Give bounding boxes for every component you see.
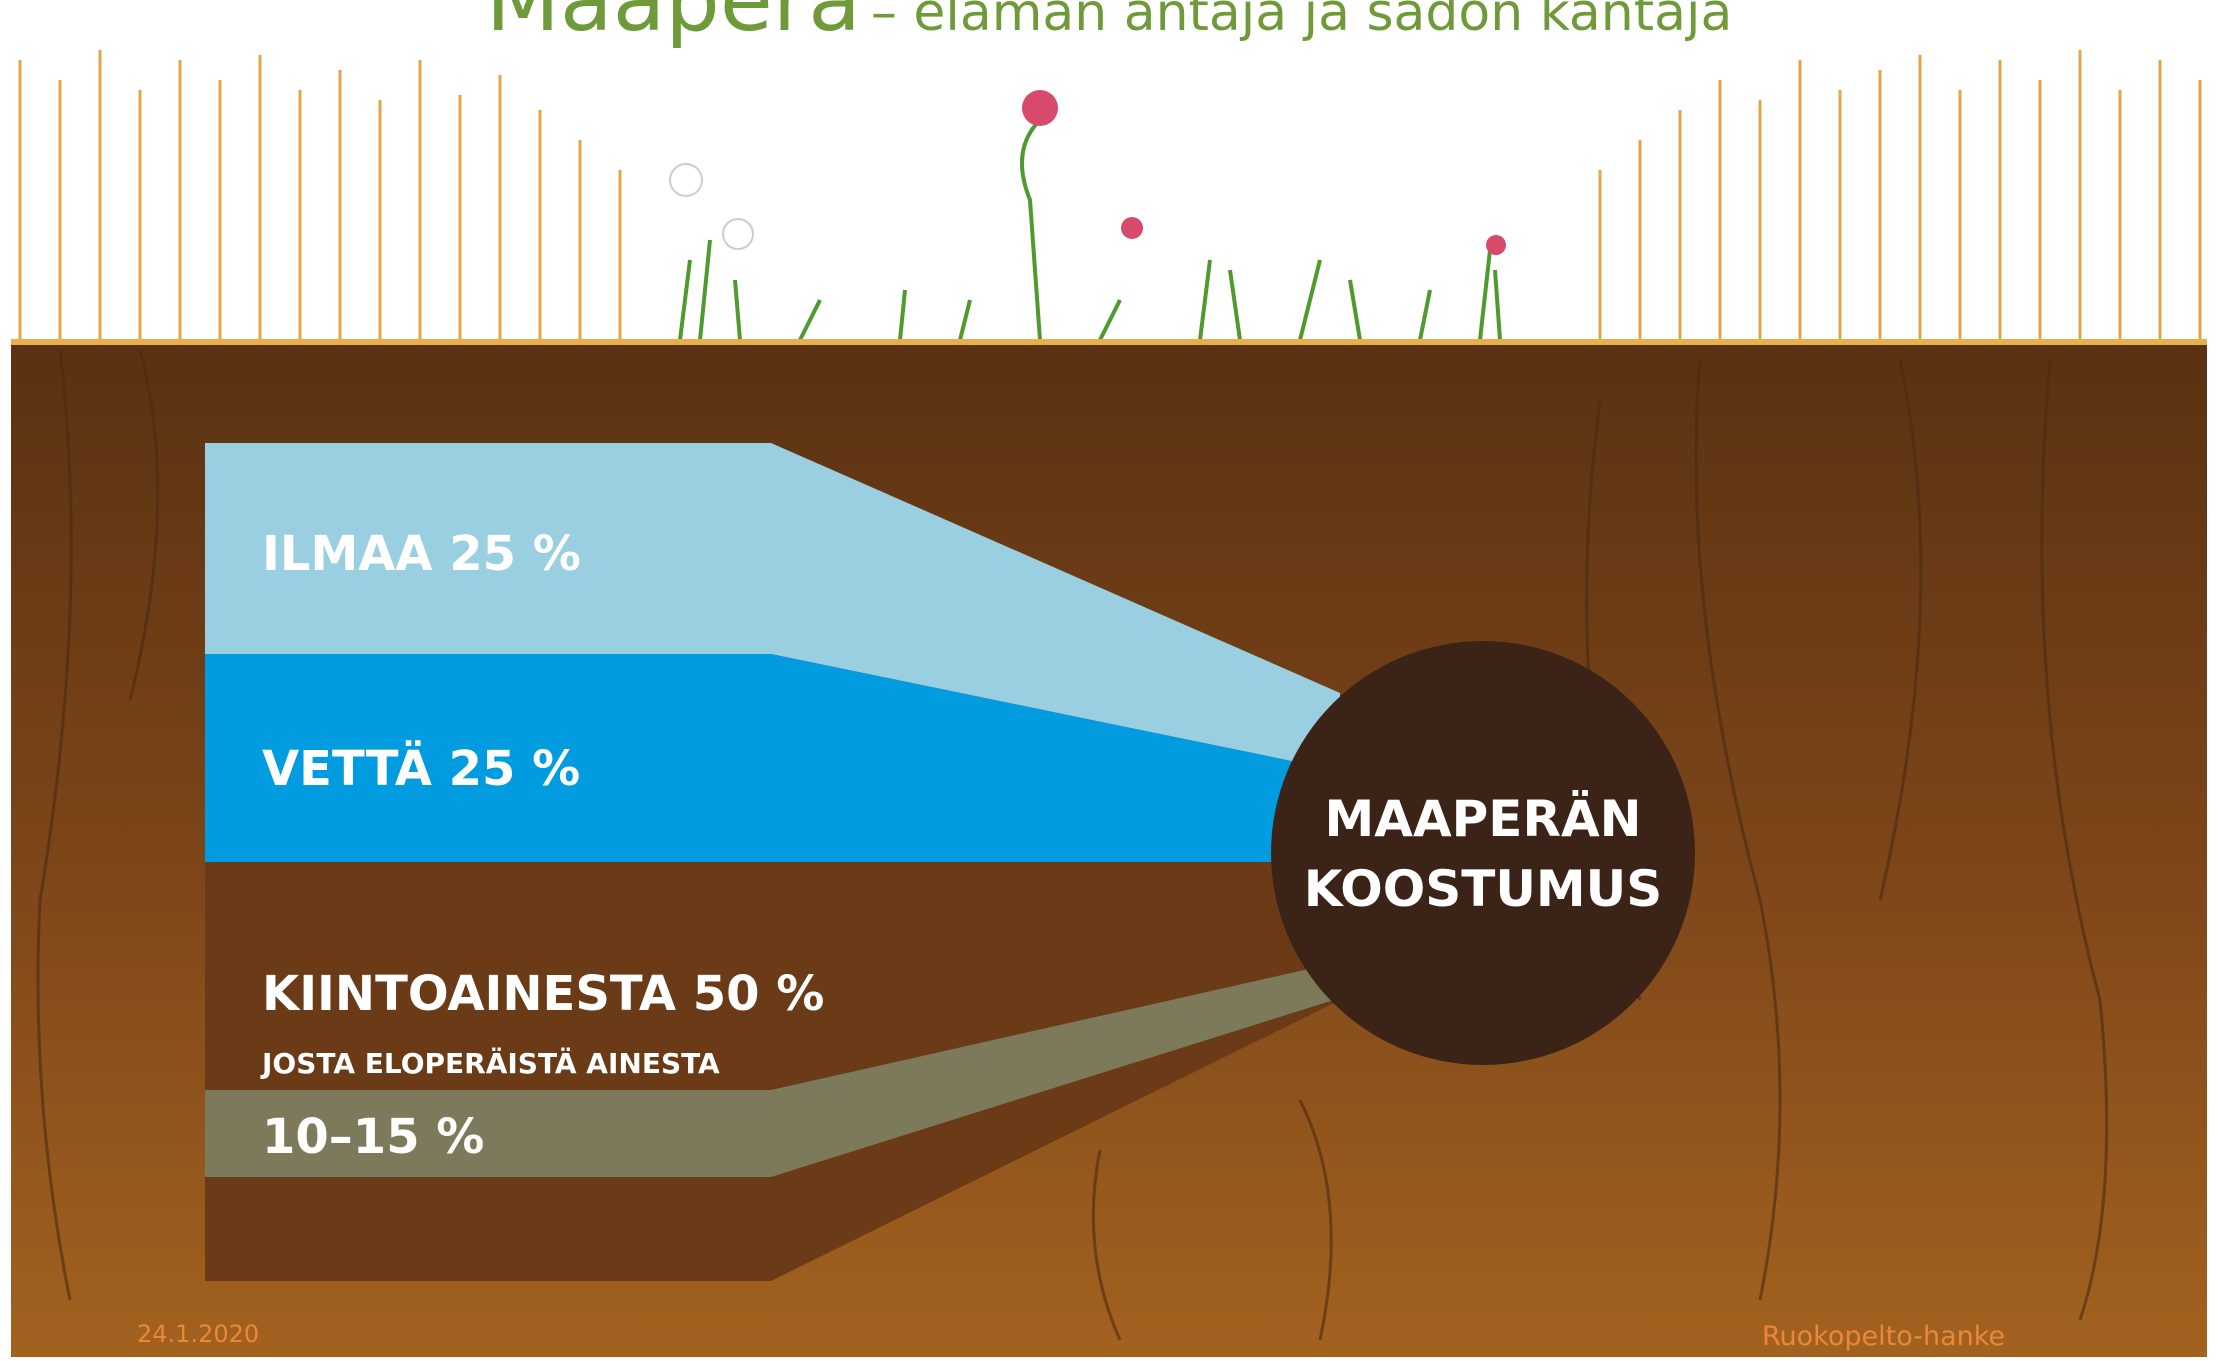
layer-sublabel: JOSTA ELOPERÄISTÄ AINESTA (260, 1046, 720, 1080)
wheat (20, 50, 2200, 340)
center-label: MAAPERÄN (1325, 790, 1642, 848)
title: Maaperä– elämän antaja ja sadon kantaja (486, 0, 1733, 51)
center-circle (1271, 641, 1695, 1065)
grass (670, 90, 1506, 340)
page: Maaperä– elämän antaja ja sadon kantaja … (0, 0, 2219, 1357)
center-label: KOOSTUMUS (1304, 860, 1663, 918)
footer-date: 24.1.2020 (137, 1320, 259, 1348)
layer-label: VETTÄ 25 % (262, 740, 580, 797)
layer-label: ILMAA 25 % (262, 526, 581, 582)
layer-label: KIINTOAINESTA 50 % (262, 966, 824, 1022)
slide: Maaperä– elämän antaja ja sadon kantaja … (0, 0, 2219, 1357)
layer-label: 10–15 % (262, 1109, 484, 1165)
footer-project: Ruokopelto-hanke (1762, 1321, 2005, 1352)
